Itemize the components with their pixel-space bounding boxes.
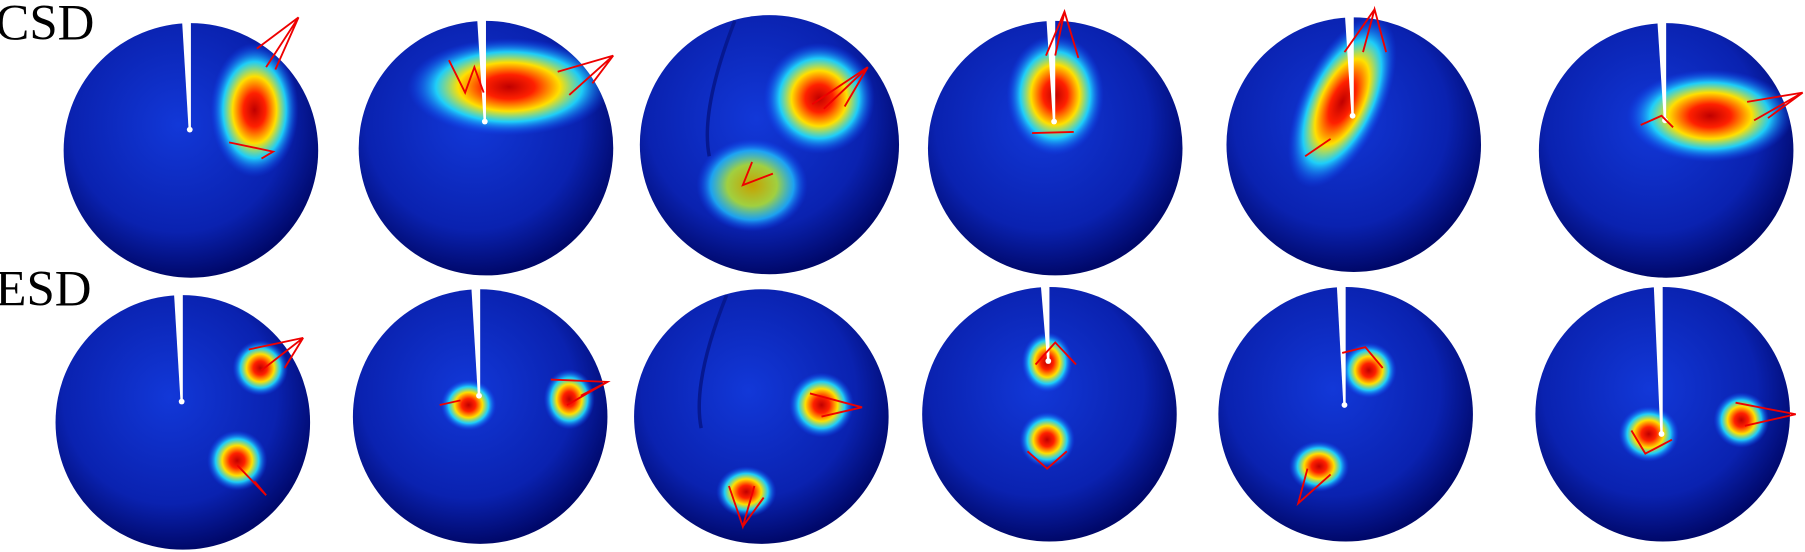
row-label: CSD xyxy=(0,0,94,51)
dipole-arrow xyxy=(256,16,300,70)
activity-blob xyxy=(789,372,854,438)
activity-blob xyxy=(232,340,289,396)
dipole-arrow xyxy=(809,392,863,418)
activity-blob xyxy=(1713,392,1770,448)
sphere xyxy=(1218,286,1473,542)
slit xyxy=(1040,277,1050,362)
activity-blob xyxy=(1019,411,1075,468)
dipole-arrow xyxy=(248,336,304,372)
heat-layer xyxy=(716,372,854,518)
heat-layer xyxy=(207,340,289,491)
heat-layer xyxy=(1618,392,1770,462)
sphere xyxy=(634,289,889,544)
slit xyxy=(476,11,486,122)
sphere-panel xyxy=(639,15,900,275)
dipole-arrow xyxy=(1296,468,1332,507)
dipole-arrow xyxy=(557,54,614,96)
dipole-arrow xyxy=(1304,138,1332,158)
sphere-panel xyxy=(55,285,311,550)
dipole-arrow xyxy=(728,485,765,530)
heat-layer xyxy=(1287,17,1397,188)
slit-tip xyxy=(476,392,482,399)
slit xyxy=(181,13,191,130)
slit-tip xyxy=(481,118,488,125)
heat-layer xyxy=(440,369,595,431)
slit-tip xyxy=(1341,402,1348,408)
sphere-panel xyxy=(927,8,1183,276)
dipole-arrow xyxy=(1630,429,1673,455)
sphere xyxy=(55,295,311,550)
activity-blob xyxy=(407,38,611,136)
slit xyxy=(1656,13,1667,121)
activity-blob xyxy=(207,430,268,491)
dipole-arrow xyxy=(1032,131,1074,135)
slit-tip xyxy=(1349,112,1356,119)
sphere-panels xyxy=(55,5,1804,550)
dipole-arrow xyxy=(448,59,485,95)
slit-tip xyxy=(1045,358,1052,364)
dipole-arrow xyxy=(1343,5,1388,53)
slit xyxy=(1653,277,1663,434)
activity-blob xyxy=(440,379,497,431)
slit xyxy=(173,285,183,402)
dipole-arrow xyxy=(236,464,267,496)
activity-blob xyxy=(543,369,595,430)
heat-layer xyxy=(1626,69,1794,163)
sphere-panel xyxy=(1538,13,1804,278)
dipole-arrow xyxy=(1341,346,1384,369)
heat-layer xyxy=(210,42,299,178)
sphere-panel xyxy=(63,13,319,278)
heat-layer xyxy=(696,42,875,232)
slit-tip xyxy=(1658,431,1665,437)
activity-blob xyxy=(1618,406,1679,462)
dipole-arrow xyxy=(439,399,461,406)
dipole-arrow xyxy=(1746,91,1804,122)
activity-blob xyxy=(1287,17,1397,188)
sphere-panel xyxy=(352,280,611,544)
dipole-arrow xyxy=(1735,401,1796,427)
seam xyxy=(697,294,729,429)
activity-blob xyxy=(1626,69,1794,163)
dipole-arrow xyxy=(1034,341,1077,366)
sphere-panel xyxy=(634,289,889,544)
dipole-arrow xyxy=(1045,8,1080,59)
slit-tip xyxy=(186,126,193,133)
sphere-panel xyxy=(1218,277,1473,542)
dipole-arrow xyxy=(811,66,869,110)
dipole-arrow xyxy=(228,141,276,160)
dipole-arrow xyxy=(1026,450,1068,470)
row-label: ESD xyxy=(0,262,92,318)
sphere-panel xyxy=(358,11,614,276)
activity-blob xyxy=(1341,342,1397,399)
dipole-arrow xyxy=(550,378,611,406)
sphere-panel xyxy=(1226,5,1482,272)
activity-blob xyxy=(763,42,875,154)
dipole-arrow xyxy=(741,161,774,187)
dipole-arrow xyxy=(1640,114,1674,128)
heat-layer xyxy=(407,38,611,136)
seam xyxy=(705,20,737,157)
sphere-panel xyxy=(1535,277,1796,542)
slit xyxy=(1344,8,1354,116)
slit xyxy=(470,280,481,396)
slit-tip xyxy=(1051,118,1057,125)
slit xyxy=(1336,277,1346,406)
activity-blob xyxy=(716,466,777,518)
sphere-panel xyxy=(922,277,1177,542)
activity-blob xyxy=(210,42,299,178)
activity-blob xyxy=(696,138,808,232)
slit-tip xyxy=(178,398,185,405)
